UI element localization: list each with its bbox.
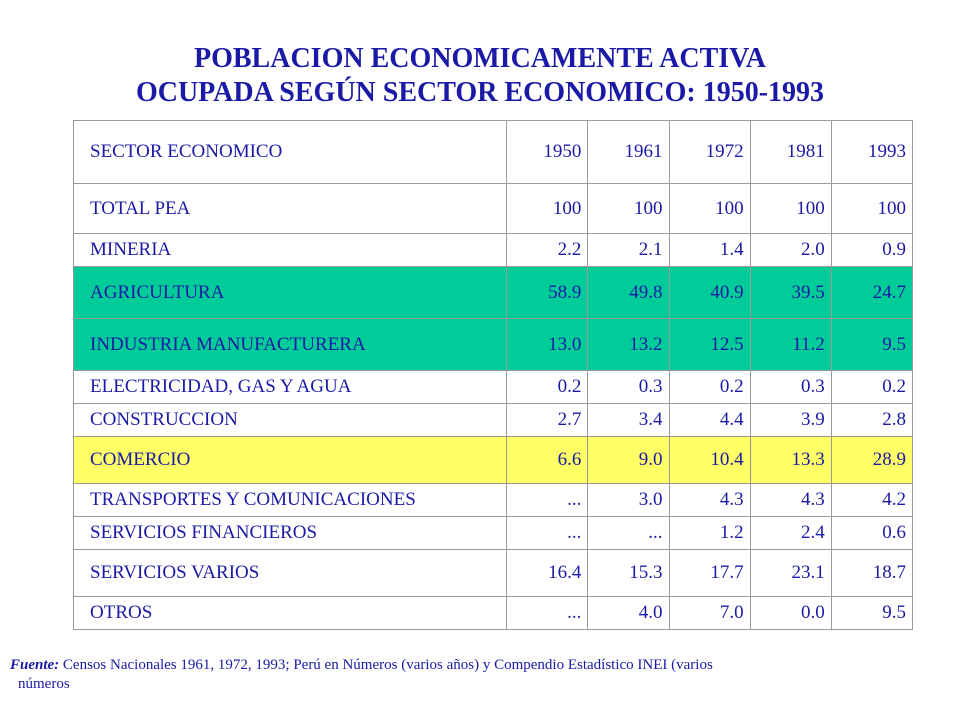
value-cell: 28.9	[830, 436, 914, 484]
table-row: OTROS ... 4.0 7.0 0.0 9.5	[72, 596, 914, 630]
value-cell: 100	[749, 183, 832, 234]
value-cell: 39.5	[749, 266, 832, 319]
source-text: Censos Nacionales 1961, 1972, 1993; Perú…	[62, 657, 713, 673]
value-cell: 13.3	[749, 436, 832, 484]
value-cell: 9.5	[830, 318, 914, 371]
value-cell: 4.2	[830, 483, 914, 517]
source-note: Fuente: Censos Nacionales 1961, 1972, 19…	[10, 656, 930, 694]
sector-cell: ELECTRICIDAD, GAS Y AGUA	[72, 370, 507, 404]
pea-table: SECTOR ECONOMICO 1950 1961 1972 1981 199…	[72, 120, 914, 630]
value-cell: 4.4	[668, 403, 751, 437]
value-cell: 0.2	[506, 370, 588, 404]
header-year-1961: 1961	[587, 120, 669, 184]
value-cell: 4.3	[749, 483, 832, 517]
value-cell: 2.4	[749, 516, 832, 550]
value-cell: ...	[506, 483, 588, 517]
value-cell: 7.0	[668, 596, 751, 630]
source-label: Fuente:	[10, 657, 60, 673]
value-cell: 2.7	[506, 403, 588, 437]
value-cell: 3.0	[587, 483, 669, 517]
value-cell: 6.6	[506, 436, 588, 484]
value-cell: 1.4	[668, 233, 751, 267]
table-header-row: SECTOR ECONOMICO 1950 1961 1972 1981 199…	[72, 120, 914, 184]
value-cell: 4.3	[668, 483, 751, 517]
sector-cell: TOTAL PEA	[72, 183, 507, 234]
value-cell: 2.8	[830, 403, 914, 437]
title-line-1: POBLACION ECONOMICAMENTE ACTIVA	[194, 43, 766, 74]
source-text-continuation: números	[18, 676, 70, 692]
table-row-highlighted: AGRICULTURA 58.9 49.8 40.9 39.5 24.7	[72, 266, 914, 319]
value-cell: 0.0	[749, 596, 832, 630]
value-cell: 100	[506, 183, 588, 234]
sector-cell: SERVICIOS FINANCIEROS	[72, 516, 507, 550]
table-row: TRANSPORTES Y COMUNICACIONES ... 3.0 4.3…	[72, 483, 914, 517]
value-cell: 13.0	[506, 318, 588, 371]
value-cell: ...	[506, 516, 588, 550]
value-cell: ...	[506, 596, 588, 630]
value-cell: 4.0	[587, 596, 669, 630]
value-cell: 17.7	[668, 549, 751, 597]
value-cell: 40.9	[668, 266, 751, 319]
value-cell: 12.5	[668, 318, 751, 371]
value-cell: 100	[668, 183, 751, 234]
value-cell: 10.4	[668, 436, 751, 484]
value-cell: 0.3	[587, 370, 669, 404]
value-cell: 15.3	[587, 549, 669, 597]
value-cell: 11.2	[749, 318, 832, 371]
sector-cell: TRANSPORTES Y COMUNICACIONES	[72, 483, 507, 517]
value-cell: 3.4	[587, 403, 669, 437]
header-sector: SECTOR ECONOMICO	[72, 120, 507, 184]
sector-cell: MINERIA	[72, 233, 507, 267]
value-cell: 2.0	[749, 233, 832, 267]
table-row: ELECTRICIDAD, GAS Y AGUA 0.2 0.3 0.2 0.3…	[72, 370, 914, 404]
value-cell: 0.3	[749, 370, 832, 404]
value-cell: 0.2	[668, 370, 751, 404]
value-cell: 24.7	[830, 266, 914, 319]
table-row: TOTAL PEA 100 100 100 100 100	[72, 183, 914, 234]
value-cell: 100	[587, 183, 669, 234]
value-cell: 100	[830, 183, 914, 234]
value-cell: 0.9	[830, 233, 914, 267]
table-row: MINERIA 2.2 2.1 1.4 2.0 0.9	[72, 233, 914, 267]
sector-cell: COMERCIO	[72, 436, 507, 484]
table-row: SERVICIOS FINANCIEROS ... ... 1.2 2.4 0.…	[72, 516, 914, 550]
table-row-highlighted: INDUSTRIA MANUFACTURERA 13.0 13.2 12.5 1…	[72, 318, 914, 371]
value-cell: 0.6	[830, 516, 914, 550]
value-cell: 23.1	[749, 549, 832, 597]
value-cell: 2.2	[506, 233, 588, 267]
value-cell: 9.0	[587, 436, 669, 484]
header-year-1981: 1981	[749, 120, 832, 184]
title-line-2: OCUPADA SEGÚN SECTOR ECONOMICO: 1950-199…	[135, 77, 825, 108]
value-cell: 9.5	[830, 596, 914, 630]
value-cell: 3.9	[749, 403, 832, 437]
value-cell: 16.4	[506, 549, 588, 597]
value-cell: 1.2	[668, 516, 751, 550]
value-cell: 2.1	[587, 233, 669, 267]
table-row-highlighted: COMERCIO 6.6 9.0 10.4 13.3 28.9	[72, 436, 914, 484]
table-row: SERVICIOS VARIOS 16.4 15.3 17.7 23.1 18.…	[72, 549, 914, 597]
value-cell: 18.7	[830, 549, 914, 597]
value-cell: 0.2	[830, 370, 914, 404]
sector-cell: AGRICULTURA	[72, 266, 507, 319]
header-year-1950: 1950	[506, 120, 588, 184]
table-row: CONSTRUCCION 2.7 3.4 4.4 3.9 2.8	[72, 403, 914, 437]
header-year-1972: 1972	[668, 120, 751, 184]
page-title: POBLACION ECONOMICAMENTE ACTIVA OCUPADA …	[0, 42, 960, 110]
sector-cell: OTROS	[72, 596, 507, 630]
sector-cell: INDUSTRIA MANUFACTURERA	[72, 318, 507, 371]
value-cell: ...	[587, 516, 669, 550]
sector-cell: SERVICIOS VARIOS	[72, 549, 507, 597]
value-cell: 13.2	[587, 318, 669, 371]
value-cell: 58.9	[506, 266, 588, 319]
value-cell: 49.8	[587, 266, 669, 319]
header-year-1993: 1993	[830, 120, 914, 184]
sector-cell: CONSTRUCCION	[72, 403, 507, 437]
